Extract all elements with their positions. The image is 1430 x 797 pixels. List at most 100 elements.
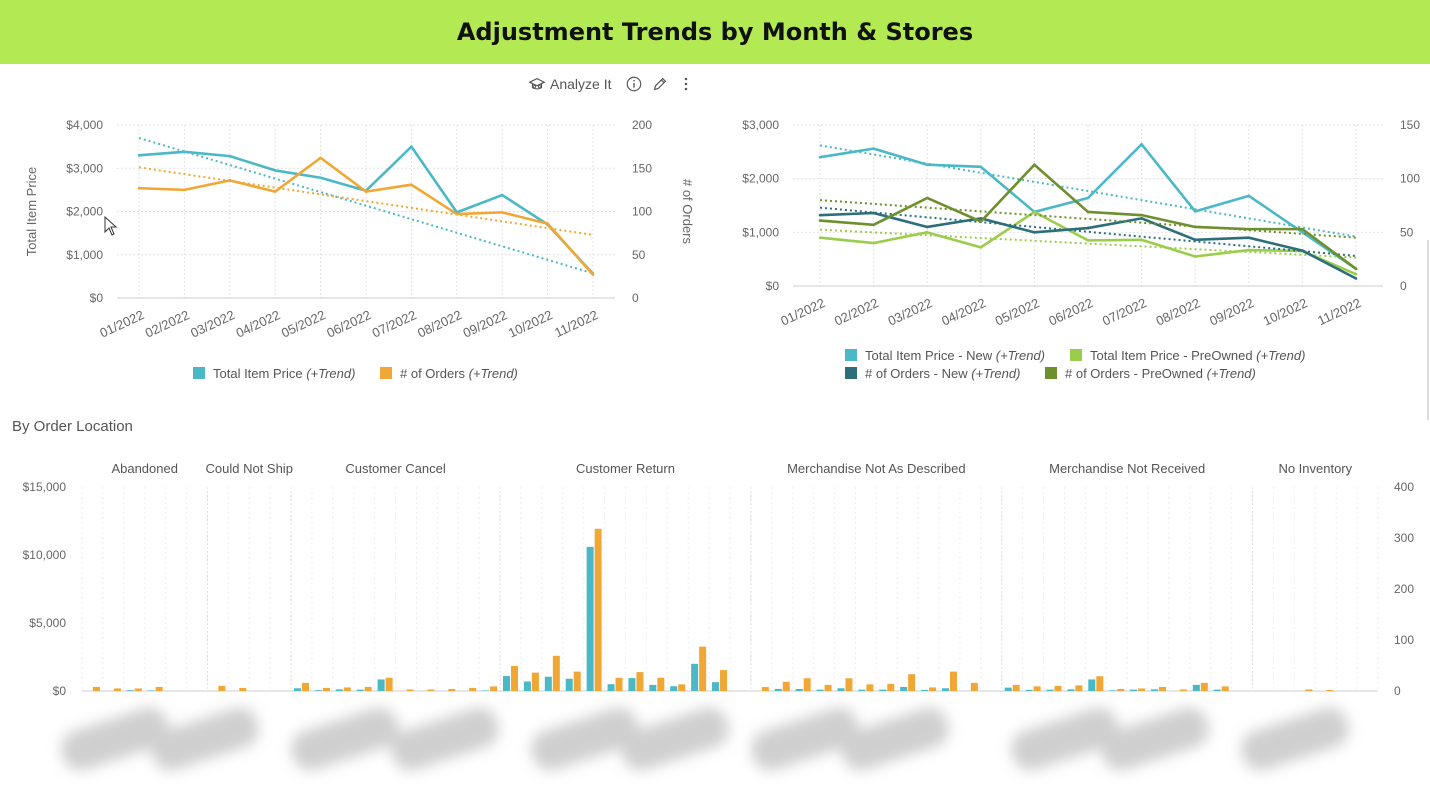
data-point [500, 211, 504, 214]
data-point [591, 273, 595, 276]
data-point [818, 155, 822, 159]
bar-order-count [155, 686, 163, 691]
data-point [1193, 255, 1197, 258]
bar-order-count [970, 682, 978, 691]
bar-order-count [364, 686, 372, 691]
bar-total-item-price [712, 682, 720, 691]
legend-label: Total Item Price - PreOwned (+Trend) [1090, 348, 1305, 363]
data-point [872, 241, 875, 245]
legend-swatch [845, 349, 857, 361]
data-point [228, 179, 232, 182]
blurred-axis-labels [56, 702, 1380, 785]
data-point [1247, 248, 1251, 252]
bar-total-item-price [503, 676, 511, 691]
bar-order-count [322, 687, 330, 691]
x-tick-label: 10/2022 [506, 307, 555, 340]
bar-order-count [949, 671, 957, 691]
data-point [1140, 238, 1143, 242]
chart-toolbar: Analyze It [528, 74, 695, 94]
info-icon[interactable] [625, 75, 643, 93]
bar-order-count [1033, 686, 1041, 691]
page-title: Adjustment Trends by Month & Stores [456, 18, 974, 46]
data-point [1247, 194, 1251, 198]
trend-line-1 [138, 166, 594, 236]
data-point [925, 196, 929, 200]
bar-total-item-price [816, 689, 824, 691]
bar-total-item-price [293, 688, 301, 691]
y-left-tick-label: $15,000 [23, 480, 67, 494]
data-point [1354, 267, 1358, 271]
x-tick-label: 05/2022 [993, 295, 1042, 328]
x-tick-label: 11/2022 [552, 307, 600, 340]
bar-order-count [1221, 686, 1229, 691]
group-label: Merchandise Not As Described [787, 461, 965, 476]
bar-total-item-price [691, 663, 699, 691]
x-tick-label: 08/2022 [1154, 295, 1203, 328]
data-point [273, 169, 277, 172]
bar-total-item-price [795, 688, 803, 691]
data-point [273, 190, 277, 193]
bar-order-count [887, 683, 895, 691]
bar-total-item-price [607, 684, 615, 691]
data-point [1301, 231, 1304, 234]
y-left-axis-title: Total Item Price [24, 167, 39, 257]
data-point [410, 145, 413, 148]
data-point [1354, 272, 1358, 276]
legend-label: Total Item Price - New (+Trend) [865, 348, 1045, 363]
bar-order-count [531, 672, 539, 691]
bar-order-count [573, 671, 581, 691]
analyze-it-label: Analyze It [550, 76, 612, 92]
data-point [319, 156, 322, 160]
y-left-tick-label: $0 [53, 684, 67, 698]
x-tick-label: 03/2022 [886, 295, 935, 328]
x-tick-label: 11/2022 [1315, 295, 1363, 328]
scrollbar[interactable] [1427, 240, 1429, 420]
mouse-cursor-icon [104, 216, 118, 236]
analyze-it-button[interactable]: Analyze It [528, 75, 611, 93]
legend-label: # of Orders - PreOwned (+Trend) [1065, 366, 1256, 381]
bar-total-item-price [1004, 687, 1012, 691]
legend-swatch [1070, 349, 1082, 361]
bar-order-count [1159, 686, 1167, 691]
trend-line-0 [138, 137, 594, 275]
data-point [137, 153, 141, 157]
group-label: Abandoned [111, 461, 178, 476]
legend-swatch [193, 367, 205, 379]
data-point [183, 188, 186, 192]
bar-total-item-price [1130, 689, 1138, 691]
data-point [1086, 210, 1090, 214]
x-tick-label: 05/2022 [279, 307, 328, 340]
chart-new-vs-preowned: $0 $1,000 $2,000 $3,000 0 50 100 150 01/2022 02/2… [742, 118, 1420, 381]
y-left-tick-label: $1,000 [742, 225, 779, 239]
bar-order-count [1305, 689, 1313, 691]
data-point [319, 176, 322, 180]
bar-order-count [594, 528, 602, 691]
bar-order-count [782, 681, 790, 691]
x-tick-label: 04/2022 [939, 295, 988, 328]
edit-icon[interactable] [651, 75, 669, 93]
y-right-axis-title: # of Orders [680, 179, 695, 245]
y-left-tick-label: $3,000 [66, 161, 103, 175]
more-icon[interactable] [677, 75, 695, 93]
bar-order-count [636, 672, 644, 691]
bar-total-item-price [1046, 689, 1054, 691]
bar-order-count [824, 684, 832, 691]
y-right-tick-label: 400 [1394, 480, 1414, 494]
bar-order-count [92, 686, 100, 691]
data-point [1354, 277, 1358, 280]
y-left-tick-label: $2,000 [66, 205, 103, 219]
bar-total-item-price [1067, 689, 1075, 691]
x-tick-label: 02/2022 [832, 295, 881, 328]
data-point [872, 211, 875, 215]
group-label: No Inventory [1278, 461, 1352, 476]
data-point [925, 163, 929, 167]
bar-order-count [1096, 676, 1104, 691]
data-point [1301, 249, 1304, 252]
bar-order-count [1326, 689, 1334, 691]
bar-order-count [929, 687, 937, 691]
y-left-tick-label: $2,000 [742, 172, 779, 186]
y-left-tick-label: $5,000 [29, 616, 66, 630]
data-point [364, 190, 368, 193]
x-tick-label: 06/2022 [1046, 295, 1095, 328]
x-tick-label: 07/2022 [1100, 295, 1149, 328]
